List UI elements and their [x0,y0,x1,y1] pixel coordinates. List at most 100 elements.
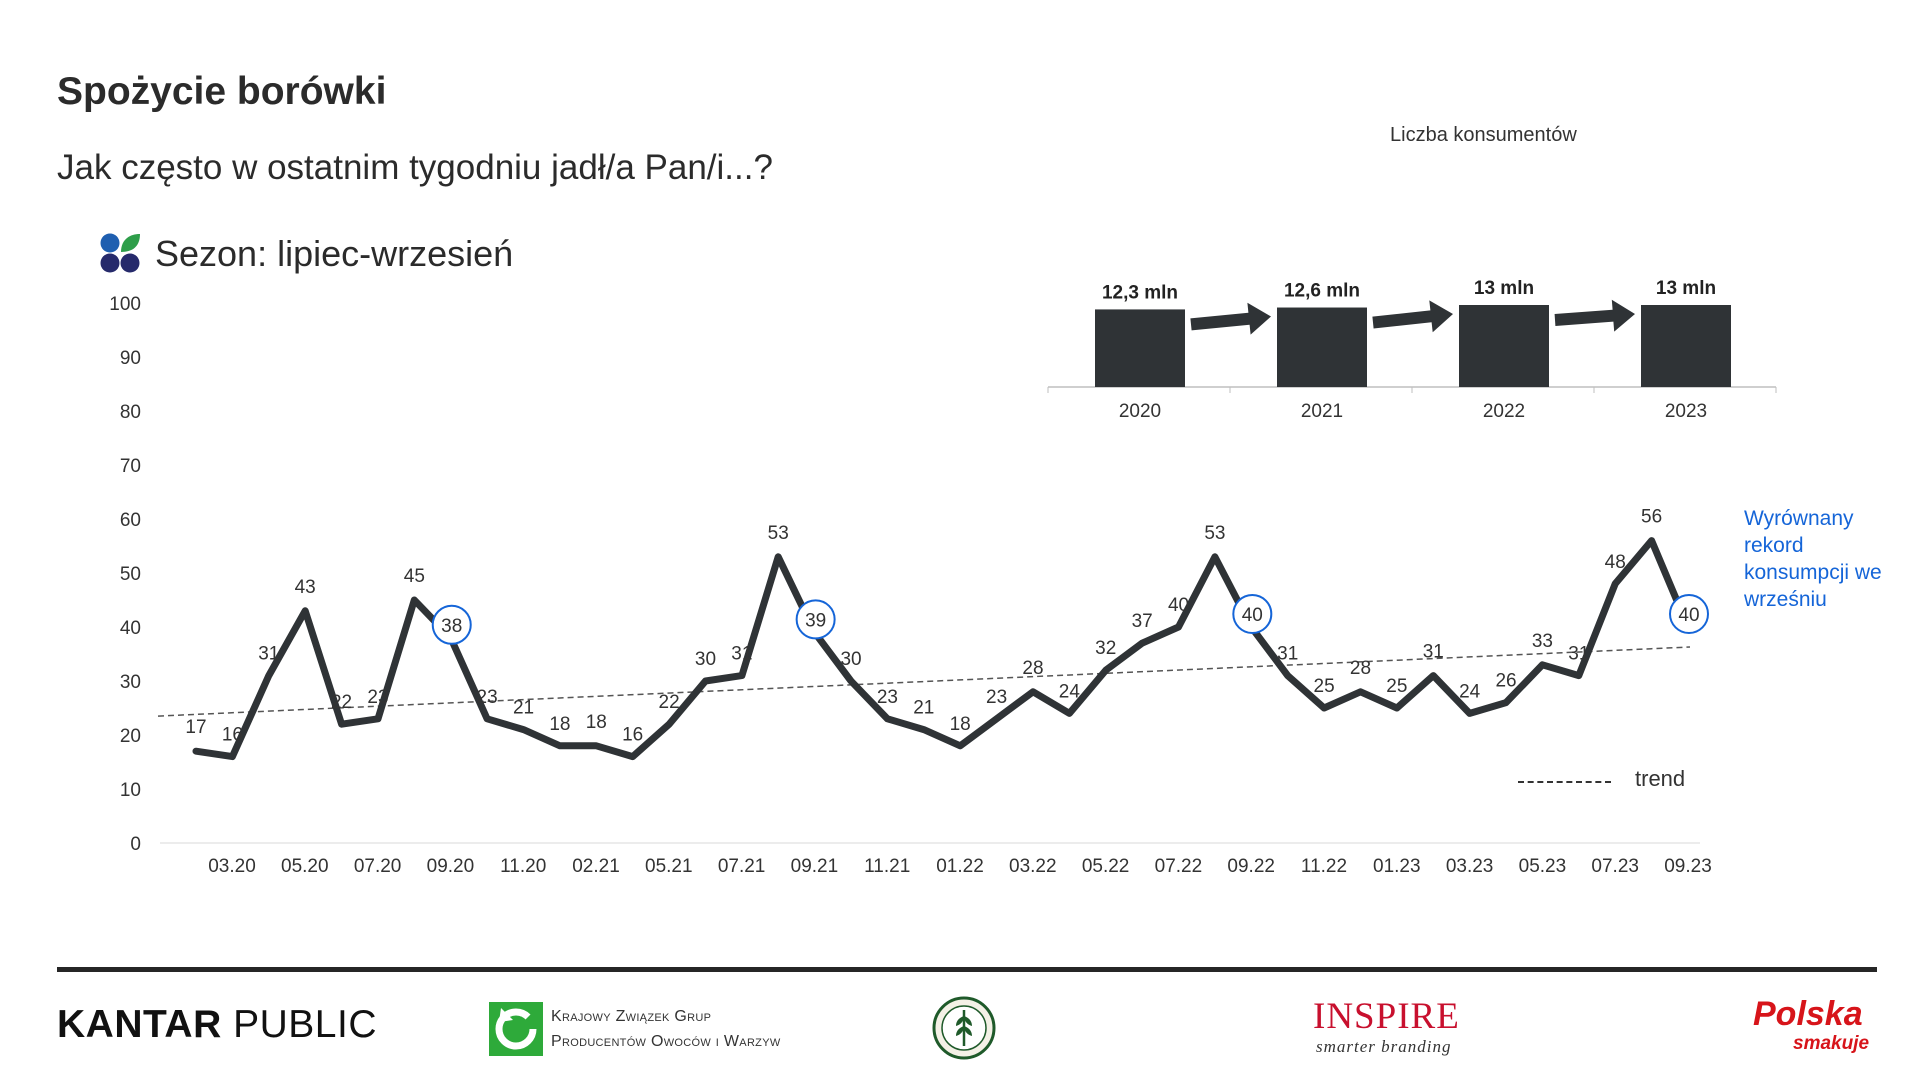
x-tick-label: 03.20 [208,856,256,877]
y-axis: 0 10 20 30 40 50 60 70 80 90 100 [109,294,141,855]
inspire-logo: INSPIRE [1313,996,1460,1037]
data-label-highlight: 38 [441,616,462,637]
x-tick-label: 07.20 [354,856,402,877]
bar-category-label: 2023 [1665,401,1707,422]
highlight-marker [1232,594,1273,634]
data-label: 18 [586,712,607,733]
data-label: 23 [367,687,388,708]
data-label: 31 [1423,642,1444,663]
x-tick-label: 11.22 [1301,856,1347,877]
blueberry-icon [100,233,140,273]
data-label: 28 [1350,658,1371,679]
data-label: 25 [1386,676,1407,697]
growth-arrow [1372,300,1453,333]
x-tick-label: 05.20 [281,856,329,877]
kzgp-logo-icon [489,1002,543,1056]
kzgp-line-1: Krajowy Związek Grup [551,1008,712,1025]
highlight-marker [1669,594,1709,634]
y-tick-label: 70 [120,456,141,477]
data-label: 23 [477,687,498,708]
bar-category-label: 2020 [1119,401,1161,422]
data-label: 17 [185,717,206,738]
data-label: 43 [295,577,316,598]
data-label: 48 [1605,552,1626,573]
data-label: 22 [331,692,352,713]
bar-data-label: 12,6 mln [1284,281,1360,302]
record-annotation: Wyrównany rekord konsumpcji we wrześniu [1744,507,1882,611]
page-title: Spożycie borówki [57,70,387,113]
y-tick-label: 100 [109,294,141,315]
kantar-public-logo: KANTAR PUBLIC [57,1003,377,1047]
y-tick-label: 50 [120,564,141,585]
data-label: 23 [986,687,1007,708]
page-subtitle: Jak często w ostatnim tygodniu jadł/a Pa… [57,148,773,187]
x-axis: 03.20 05.20 07.20 09.20 11.20 02.21 05.21 07.21… [160,842,1712,877]
kantar-logo-bold: KANTAR [57,1003,222,1046]
data-label: 30 [840,649,861,670]
data-label: 33 [1532,631,1553,652]
x-tick-label: 05.21 [645,856,693,877]
x-tick-label: 03.22 [1009,856,1057,877]
x-tick-label: 11.20 [500,856,546,877]
ministry-seal-icon [932,996,996,1060]
trend-legend-label: trend [1635,766,1686,791]
trend-legend-swatch [1518,781,1611,783]
x-tick-label: 09.20 [427,856,475,877]
bar-category-label: 2021 [1301,401,1343,422]
highlight-marker [795,599,836,640]
data-label: 24 [1459,681,1481,702]
data-label: 30 [695,649,716,670]
data-label: 23 [877,687,898,708]
y-tick-label: 30 [120,672,141,693]
consumer-bar [1459,305,1549,387]
kzgp-logo-text: Krajowy Związek Grup Producentów Owoców … [551,1004,781,1054]
x-tick-label: 07.23 [1591,856,1639,877]
consumer-bar [1095,309,1185,387]
y-tick-label: 90 [120,348,141,369]
y-tick-label: 40 [120,618,141,639]
footer-divider [57,967,1877,972]
data-label-highlight: 39 [805,610,826,631]
data-label: 18 [950,714,971,735]
bar-data-label: 12,3 mln [1102,282,1178,303]
data-label: 26 [1495,671,1516,692]
data-label: 32 [1095,638,1116,659]
data-label: 31 [258,644,279,665]
consumers-chart-title: Liczba konsumentów [1390,124,1577,146]
growth-arrow [1190,302,1271,335]
x-tick-label: 09.21 [791,856,839,877]
inspire-tagline: smarter branding [1316,1037,1452,1056]
data-label: 25 [1314,676,1335,697]
consumption-line-chart: 0 10 20 30 40 50 60 70 80 90 100 03.20 05.20 07.20 09… [109,278,1777,877]
data-label: 28 [1022,658,1043,679]
y-tick-label: 0 [130,834,141,855]
bar-data-label: 13 mln [1656,278,1716,299]
season-label: Sezon: lipiec-wrzesień [155,233,514,274]
trend-line [157,646,1691,717]
data-label: 56 [1641,507,1662,528]
growth-arrow [1554,299,1635,332]
x-tick-label: 03.23 [1446,856,1494,877]
consumers-bar-chart: 12,3 mln 2020 12,6 mln 2021 13 mln 2022 13 mln… [1047,278,1777,422]
data-label: 24 [1059,681,1081,702]
consumer-bar [1641,305,1731,387]
y-tick-label: 10 [120,780,141,801]
x-tick-label: 01.22 [936,856,984,877]
data-label: 53 [768,523,789,544]
data-label: 31 [731,644,752,665]
bar-category-label: 2022 [1483,401,1525,422]
y-tick-label: 20 [120,726,141,747]
data-label: 53 [1204,523,1225,544]
y-tick-label: 60 [120,510,141,531]
data-label: 45 [404,566,425,587]
data-label: 16 [622,725,643,746]
data-label-highlight: 40 [1678,605,1699,626]
polska-smakuje-sublogo: smakuje [1793,1033,1870,1054]
data-label: 16 [222,725,243,746]
data-label: 22 [659,692,680,713]
bar-data-label: 13 mln [1474,278,1534,299]
data-label-highlight: 40 [1242,605,1263,626]
x-tick-label: 09.23 [1664,856,1712,877]
x-tick-label: 07.21 [718,856,766,877]
highlight-marker [431,604,472,645]
